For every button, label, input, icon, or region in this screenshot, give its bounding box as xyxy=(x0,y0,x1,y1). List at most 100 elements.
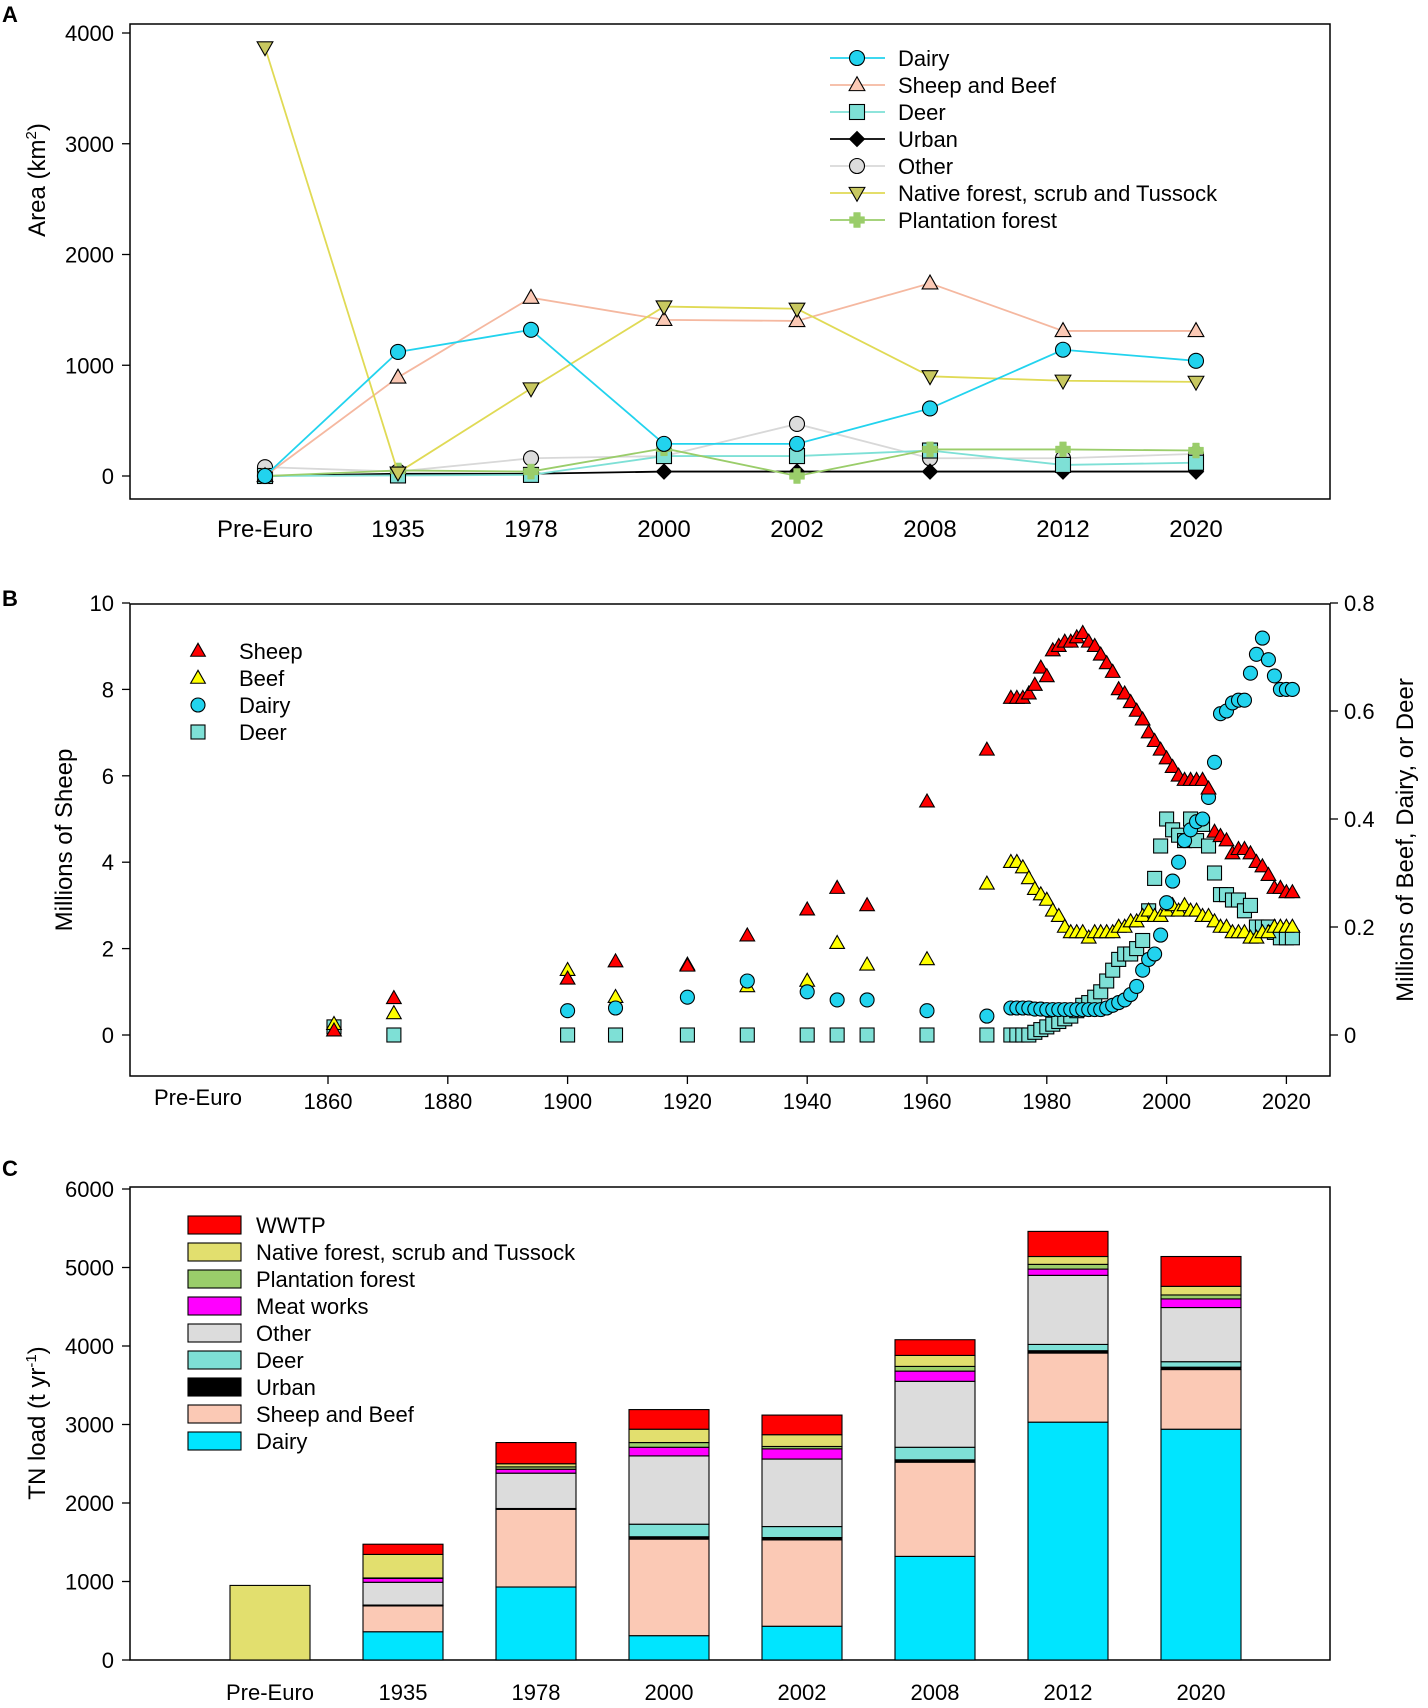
bar-dairy xyxy=(1160,1428,1242,1661)
bar-native-forest-scrub-and-tussock xyxy=(362,1553,444,1579)
legend-marker-native-forest-scrub-and-tussock xyxy=(848,186,866,203)
legend-label-wwtp: WWTP xyxy=(256,1213,326,1238)
y-tick-label: 2000 xyxy=(65,1491,114,1516)
series-line-dairy xyxy=(264,328,1197,477)
x-tick-label: 2002 xyxy=(770,516,823,543)
point-sheep xyxy=(1158,749,1175,765)
legend-swatch-wwtp xyxy=(187,1215,242,1235)
x-tick-label: 1960 xyxy=(903,1089,952,1114)
y-tick-label: 1000 xyxy=(65,353,114,378)
point-sheep xyxy=(739,926,756,942)
point-sheep xyxy=(1134,710,1151,726)
legend-label-urban: Urban xyxy=(256,1375,316,1400)
point-native-forest-scrub-and-tussock xyxy=(389,466,407,483)
point-dairy xyxy=(1129,978,1145,994)
point-dairy xyxy=(655,435,673,452)
x-tick-label: 1880 xyxy=(423,1089,472,1114)
point-dairy xyxy=(1165,873,1181,889)
point-sheep xyxy=(325,1021,343,1037)
legend-swatch-meat-works xyxy=(187,1296,242,1316)
point-dairy xyxy=(1260,652,1276,668)
bar-sheep-and-beef xyxy=(894,1461,976,1557)
point-sheep xyxy=(1164,758,1181,773)
point-sheep-and-beef xyxy=(389,368,407,384)
legend-swatch-urban xyxy=(187,1377,242,1397)
x-tick-label: 1935 xyxy=(371,516,424,543)
point-dairy xyxy=(1242,665,1259,681)
point-native-forest-scrub-and-tussock xyxy=(1187,375,1205,392)
point-sheep-and-beef xyxy=(921,273,939,290)
bar-dairy xyxy=(761,1625,843,1661)
point-native-forest-scrub-and-tussock xyxy=(1054,374,1072,391)
legend-label-other: Other xyxy=(898,154,953,179)
bar-meat-works xyxy=(1160,1298,1242,1309)
x-tick-label: 2012 xyxy=(1044,1680,1093,1705)
panel-c-ylabel: TN load (t yr-1) xyxy=(23,1346,51,1499)
x-tick-label: 2000 xyxy=(1142,1089,1191,1114)
series-line-sheep-and-beef xyxy=(264,282,1196,477)
x-tick-label: 1900 xyxy=(543,1089,592,1114)
point-sheep xyxy=(1086,637,1104,653)
x-tick-label: 1980 xyxy=(1022,1089,1071,1114)
y-tick-label: 3000 xyxy=(65,1413,114,1438)
bar-deer xyxy=(894,1446,976,1461)
legend-label-native-forest-scrub-and-tussock: Native forest, scrub and Tussock xyxy=(256,1240,576,1265)
panel-c-axes: 0 1000 2000 3000 4000 5000 6000 Pre-Euro 1935 197… xyxy=(65,1177,1225,1705)
x-tick-label: 2002 xyxy=(778,1680,827,1705)
point-sheep xyxy=(1092,646,1110,661)
legend-label-dairy: Dairy xyxy=(898,46,949,71)
point-sheep-and-beef xyxy=(655,310,673,327)
legend-swatch-dairy xyxy=(187,1431,242,1451)
panel-c-label: C xyxy=(2,1156,18,1181)
x-tick-label: 1920 xyxy=(663,1089,712,1114)
point-dairy xyxy=(1171,854,1187,870)
bar-sheep-and-beef xyxy=(628,1538,710,1637)
bar-other xyxy=(894,1380,976,1448)
point-sheep xyxy=(1122,693,1139,709)
bar-dairy xyxy=(495,1586,577,1661)
y-tick-label: 6000 xyxy=(65,1177,114,1202)
x-tick-label: 1978 xyxy=(504,516,557,543)
point-sheep xyxy=(1194,771,1211,786)
point-sheep xyxy=(828,879,846,894)
point-deer xyxy=(1135,932,1151,949)
bar-sheep-and-beef xyxy=(761,1539,843,1627)
panel-c: C TN load (t yr-1) 0 1000 2000 3000 4000 5000… xyxy=(2,1156,1331,1705)
y2-tick-label: 0.6 xyxy=(1344,699,1375,724)
x-extra-label: Pre-Euro xyxy=(154,1085,242,1110)
point-sheep-and-beef xyxy=(1054,321,1072,338)
bar-wwtp xyxy=(628,1409,710,1430)
legend-marker-deer xyxy=(190,724,206,740)
legend-swatch-native-forest-scrub-and-tussock xyxy=(187,1242,242,1262)
point-dairy xyxy=(1206,754,1223,770)
legend-label-deer: Deer xyxy=(256,1348,304,1373)
legend-marker-sheep-and-beef xyxy=(848,75,866,92)
bar-deer xyxy=(628,1523,710,1538)
bar-plantation-forest xyxy=(1160,1294,1242,1300)
bar-dairy xyxy=(894,1555,976,1661)
point-plantation-forest xyxy=(523,463,539,480)
point-urban xyxy=(921,463,939,480)
x-tick-label: 2020 xyxy=(1169,516,1222,543)
panel-a-plot xyxy=(256,41,1205,485)
bar-native-forest-scrub-and-tussock xyxy=(761,1434,843,1448)
legend-label-sheep-and-beef: Sheep and Beef xyxy=(256,1402,415,1427)
legend-label-beef: Beef xyxy=(239,666,285,691)
point-beef xyxy=(918,950,936,966)
point-dairy xyxy=(1284,681,1300,697)
bar-dairy xyxy=(362,1631,444,1661)
y-tick-label: 6 xyxy=(102,764,114,789)
bar-native-forest-scrub-and-tussock xyxy=(894,1354,976,1367)
x-tick-label: Pre-Euro xyxy=(226,1680,314,1705)
bar-native-forest-scrub-and-tussock xyxy=(1027,1255,1109,1265)
point-beef xyxy=(1050,907,1068,923)
bar-native-forest-scrub-and-tussock xyxy=(229,1584,311,1661)
y-tick-label: 3000 xyxy=(65,132,114,157)
legend-marker-beef xyxy=(189,669,207,684)
point-deer xyxy=(560,1027,576,1043)
point-native-forest-scrub-and-tussock xyxy=(921,370,939,386)
legend-label-dairy: Dairy xyxy=(256,1429,307,1454)
bar-deer xyxy=(1027,1343,1109,1352)
point-plantation-forest xyxy=(1055,441,1071,458)
